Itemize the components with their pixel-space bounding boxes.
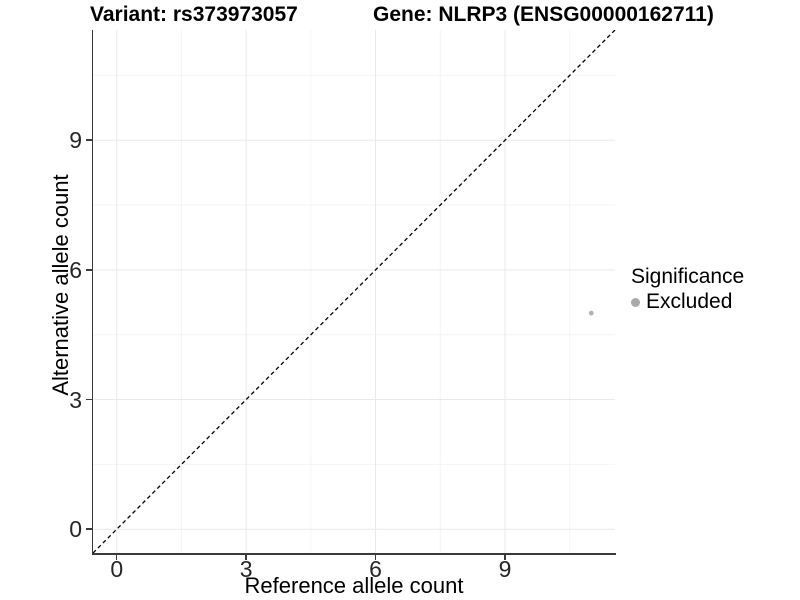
- legend-title: Significance: [631, 265, 745, 288]
- identity-line: [93, 30, 616, 554]
- y-tick-label: 9: [69, 127, 82, 154]
- x-tick-label: 0: [110, 556, 124, 582]
- y-tick-label: 3: [69, 386, 82, 413]
- x-axis-title: Reference allele count: [244, 573, 464, 598]
- y-tick-label: 0: [69, 516, 82, 543]
- x-axis-line: [91, 553, 616, 555]
- legend-entry-excluded: Excluded: [631, 290, 744, 314]
- x-tick-label: 6: [369, 556, 382, 582]
- plot-title-gene: Gene: NLRP3 (ENSG00000162711): [373, 3, 714, 26]
- legend-point-icon: [631, 297, 640, 307]
- data-point-excluded: [588, 310, 594, 316]
- x-tick-mark: [245, 554, 247, 561]
- x-tick-mark: [374, 554, 377, 561]
- x-tick-label: 3: [239, 556, 253, 582]
- x-tick-mark: [504, 554, 506, 561]
- y-tick-mark: [85, 528, 92, 530]
- y-tick-label: 6: [69, 256, 82, 283]
- y-axis-title: Alternative allele count: [48, 174, 73, 396]
- plot-title-variant: Variant: rs373973057: [90, 3, 298, 26]
- y-tick-mark: [85, 269, 92, 271]
- legend: Significance Excluded: [631, 264, 744, 314]
- y-axis-line: [91, 30, 94, 555]
- legend-entry-label: Excluded: [646, 290, 733, 313]
- x-tick-mark: [115, 554, 118, 561]
- y-tick-mark: [85, 139, 92, 141]
- y-tick-mark: [85, 398, 92, 401]
- plot-panel: [93, 30, 616, 554]
- x-tick-label: 9: [498, 556, 512, 582]
